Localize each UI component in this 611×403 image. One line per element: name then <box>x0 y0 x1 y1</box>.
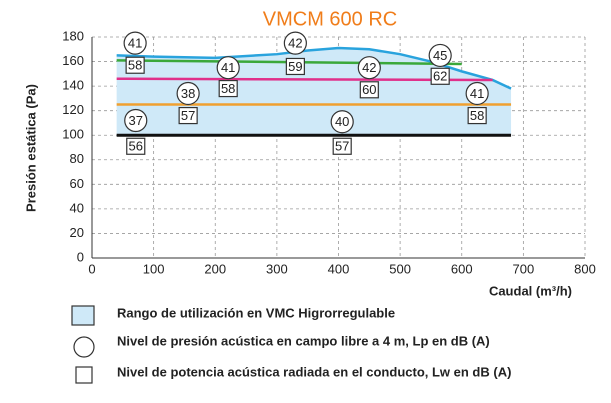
series-line <box>116 46 512 90</box>
lw-label: 57 <box>181 108 195 123</box>
lp-circle <box>357 56 381 80</box>
lp-label: 40 <box>335 114 349 129</box>
lw-label: 59 <box>288 59 302 74</box>
x-tick-label: 0 <box>88 261 95 276</box>
x-tick-label: 400 <box>328 261 350 276</box>
lw-label: 57 <box>335 139 349 154</box>
x-tick-label: 600 <box>451 261 473 276</box>
lp-label: 41 <box>128 36 142 51</box>
lw-square <box>178 106 198 125</box>
x-tick-label: 800 <box>574 261 596 276</box>
lw-square <box>467 106 487 125</box>
lw-square <box>332 137 352 155</box>
lw-square <box>359 81 379 99</box>
lp-label: 37 <box>129 113 143 128</box>
lp-label: 38 <box>181 86 195 101</box>
y-tick-label: 40 <box>70 200 84 215</box>
lw-square <box>125 56 145 74</box>
y-tick-label: 0 <box>77 249 84 264</box>
lw-label: 60 <box>362 82 376 97</box>
lp-circle <box>176 81 200 106</box>
series-line <box>116 77 493 82</box>
y-tick-label: 80 <box>70 151 84 166</box>
lp-label: 42 <box>288 36 302 51</box>
x-tick-label: 500 <box>389 261 411 276</box>
lp-label: 41 <box>221 60 235 75</box>
lp-circle <box>124 108 148 133</box>
lp-circle <box>465 81 489 106</box>
lp-circle <box>123 31 147 55</box>
lw-square <box>126 137 146 155</box>
lw-label: 58 <box>470 108 484 123</box>
x-axis-label: Caudal (m³/h) <box>489 283 572 298</box>
lp-circle <box>330 110 354 134</box>
legend-label: Rango de utilización en VMC Higrorregula… <box>117 305 395 320</box>
legend-square <box>75 366 93 384</box>
y-tick-label: 180 <box>62 28 84 43</box>
lw-square <box>218 79 238 98</box>
y-tick-label: 100 <box>62 127 84 142</box>
x-tick-label: 100 <box>143 261 165 276</box>
lp-label: 42 <box>362 60 376 75</box>
legend-label: Nivel de presión acústica en campo libre… <box>117 333 490 348</box>
lw-label: 58 <box>221 81 235 96</box>
lp-label: 41 <box>470 86 484 101</box>
lw-square <box>285 57 305 76</box>
y-axis-label: Presión estática (Pa) <box>23 84 38 212</box>
legend-circle <box>73 336 95 358</box>
chart-title: VMCM 600 RC <box>263 8 397 30</box>
lp-circle <box>428 43 452 68</box>
x-tick-label: 700 <box>513 261 535 276</box>
lw-label: 62 <box>433 69 447 84</box>
legend-label: Nivel de potencia acústica radiada en el… <box>117 364 511 379</box>
lw-label: 58 <box>128 58 142 73</box>
x-tick-label: 300 <box>266 261 288 276</box>
y-tick-label: 20 <box>70 225 84 240</box>
y-tick-label: 140 <box>62 78 84 93</box>
lp-label: 45 <box>433 48 447 63</box>
lw-label: 56 <box>129 139 143 154</box>
lp-circle <box>216 56 240 80</box>
x-tick-label: 200 <box>204 261 226 276</box>
lp-circle <box>283 31 307 55</box>
y-tick-label: 60 <box>70 176 84 191</box>
lw-square <box>430 67 450 85</box>
y-tick-label: 160 <box>62 53 84 68</box>
usage-area <box>116 48 512 136</box>
y-tick-label: 120 <box>62 102 84 117</box>
legend-area-swatch <box>71 305 95 326</box>
